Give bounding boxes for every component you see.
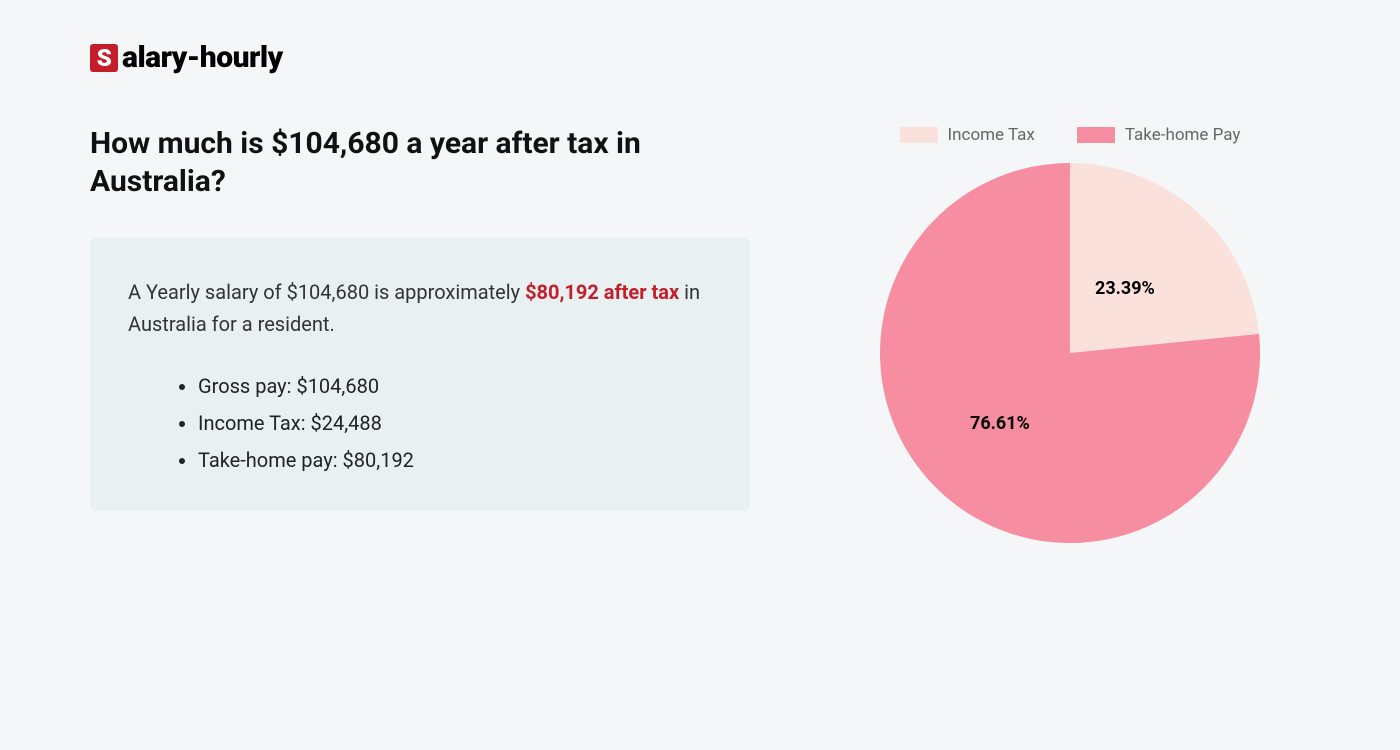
legend-item-income-tax: Income Tax: [900, 125, 1035, 145]
site-logo: Salary-hourly: [90, 40, 1310, 75]
pie-slice-label: 23.39%: [1095, 278, 1155, 299]
logo-text: alary-hourly: [122, 40, 283, 75]
logo-badge: S: [90, 44, 118, 72]
summary-list: Gross pay: $104,680 Income Tax: $24,488 …: [128, 368, 712, 479]
pie-slice-label: 76.61%: [970, 413, 1030, 434]
list-item: Gross pay: $104,680: [198, 368, 712, 405]
right-column: Income Tax Take-home Pay 23.39% 76.61%: [830, 125, 1310, 710]
left-column: How much is $104,680 a year after tax in…: [90, 125, 750, 710]
legend-swatch: [1077, 127, 1115, 143]
legend-label: Take-home Pay: [1125, 125, 1241, 145]
summary-box: A Yearly salary of $104,680 is approxima…: [90, 238, 750, 511]
legend-label: Income Tax: [948, 125, 1035, 145]
pie-svg: [880, 163, 1260, 543]
summary-text: A Yearly salary of $104,680 is approxima…: [128, 276, 712, 340]
page-root: Salary-hourly How much is $104,680 a yea…: [0, 0, 1400, 750]
content-row: How much is $104,680 a year after tax in…: [90, 125, 1310, 710]
legend-swatch: [900, 127, 938, 143]
list-item: Income Tax: $24,488: [198, 405, 712, 442]
pie-chart: 23.39% 76.61%: [880, 163, 1260, 543]
summary-prefix: A Yearly salary of $104,680 is approxima…: [128, 280, 525, 304]
legend-item-take-home: Take-home Pay: [1077, 125, 1241, 145]
list-item: Take-home pay: $80,192: [198, 442, 712, 479]
summary-highlight: $80,192 after tax: [525, 280, 679, 304]
chart-legend: Income Tax Take-home Pay: [900, 125, 1241, 145]
page-title: How much is $104,680 a year after tax in…: [90, 125, 750, 200]
